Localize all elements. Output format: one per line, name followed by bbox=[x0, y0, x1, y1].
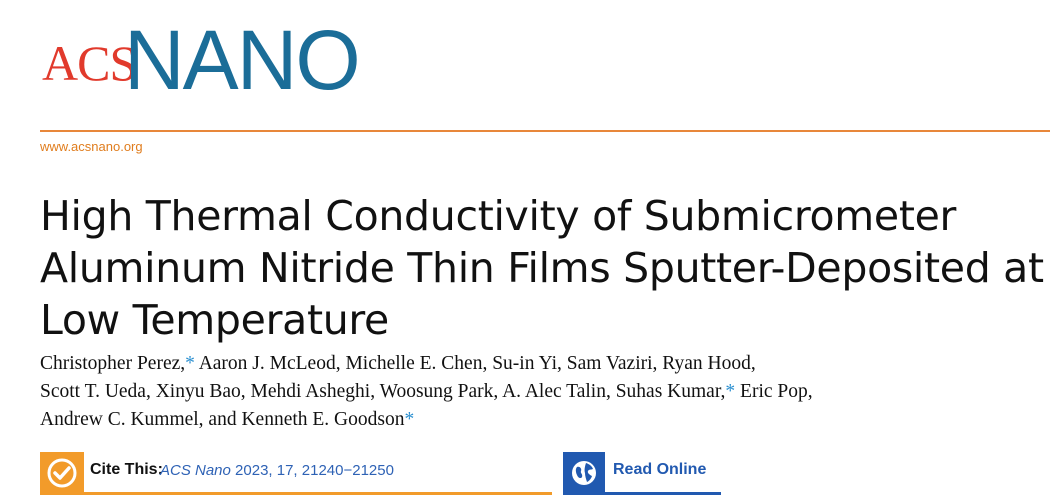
globe-icon bbox=[563, 452, 605, 494]
author-text: Eric Pop, bbox=[735, 381, 813, 402]
read-underline bbox=[563, 492, 721, 495]
corresponding-author-marker[interactable]: * bbox=[185, 353, 195, 374]
check-circle-icon bbox=[40, 452, 84, 494]
logo-acs-text: ACS bbox=[42, 35, 137, 91]
header-divider bbox=[40, 130, 1050, 132]
journal-url-link[interactable]: www.acsnano.org bbox=[40, 139, 143, 154]
cite-this-button[interactable]: Cite This: ACS Nano 2023, 17, 21240−2125… bbox=[40, 452, 552, 495]
read-online-label: Read Online bbox=[613, 461, 707, 478]
corresponding-author-marker[interactable]: * bbox=[404, 409, 415, 430]
author-line-3: Andrew C. Kummel, and Kenneth E. Goodson… bbox=[40, 406, 1055, 434]
citation-details: 2023, 17, 21240−21250 bbox=[230, 462, 394, 479]
author-line-2: Scott T. Ueda, Xinyu Bao, Mehdi Asheghi,… bbox=[40, 378, 1055, 406]
author-text: Scott T. Ueda, Xinyu Bao, Mehdi Asheghi,… bbox=[40, 381, 726, 402]
author-text: Christopher Perez, bbox=[40, 353, 186, 374]
author-list: Christopher Perez,* Aaron J. McLeod, Mic… bbox=[40, 350, 1055, 434]
citation-text[interactable]: ACS Nano 2023, 17, 21240−21250 bbox=[160, 462, 394, 479]
journal-logo[interactable]: ACS NANO bbox=[40, 13, 380, 107]
author-line-1: Christopher Perez,* Aaron J. McLeod, Mic… bbox=[40, 350, 1055, 378]
article-title: High Thermal Conductivity of Submicromet… bbox=[40, 192, 1044, 344]
logo-nano-text: NANO bbox=[124, 13, 361, 107]
corresponding-author-marker[interactable]: * bbox=[725, 381, 736, 402]
author-text: Andrew C. Kummel, and Kenneth E. Goodson bbox=[40, 409, 405, 430]
author-text: Aaron J. McLeod, Michelle E. Chen, Su-in… bbox=[194, 353, 756, 374]
citation-journal: ACS Nano bbox=[160, 462, 231, 479]
cite-this-label: Cite This: bbox=[90, 461, 163, 478]
read-online-button[interactable]: Read Online bbox=[563, 452, 721, 495]
cite-underline bbox=[40, 492, 552, 495]
